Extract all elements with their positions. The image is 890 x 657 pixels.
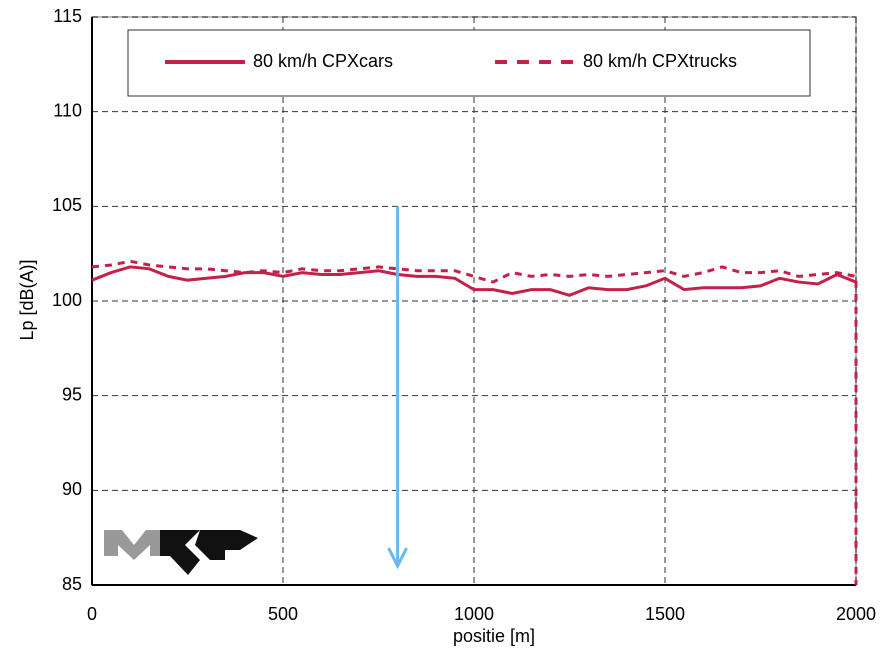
y-tick-label: 105	[52, 195, 82, 215]
y-tick-label: 85	[62, 574, 82, 594]
y-tick-label: 110	[53, 100, 82, 120]
x-axis-label: positie [m]	[453, 626, 535, 646]
legend-label: 80 km/h CPXcars	[253, 51, 393, 71]
y-tick-label: 115	[53, 6, 82, 26]
line	[91, 259, 858, 585]
y-axis-label: Lp [dB(A)]	[17, 259, 37, 340]
legend-label: 80 km/h CPXtrucks	[583, 51, 737, 71]
x-tick-label: 1000	[454, 604, 494, 624]
x-tick-label: 500	[268, 604, 298, 624]
y-tick-label: 100	[52, 290, 82, 310]
x-tick-label: 2000	[836, 604, 876, 624]
logo	[104, 530, 258, 575]
x-tick-label: 1500	[645, 604, 685, 624]
x-tick-label: 0	[87, 604, 97, 624]
arrow-head	[387, 547, 408, 570]
line	[91, 265, 857, 297]
y-tick-label: 90	[62, 479, 82, 499]
y-tick-label: 95	[62, 384, 82, 404]
